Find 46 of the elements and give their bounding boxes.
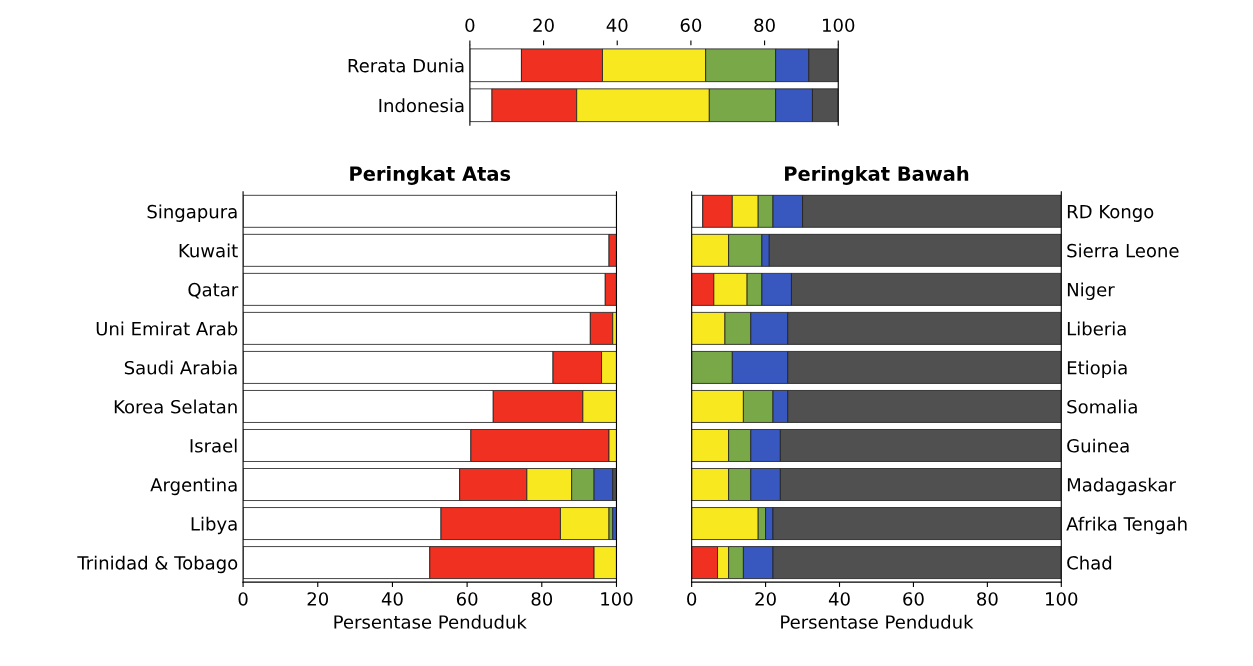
bar	[243, 194, 617, 228]
y-tick-label: Rerata Dunia	[348, 58, 464, 73]
y-tick-label: Somalia	[1067, 399, 1137, 414]
y-tick-label: Chad	[1067, 555, 1112, 570]
x-tick-label: 80	[977, 592, 998, 606]
y-tick-label: Israel	[190, 438, 237, 453]
x-tick-label: 0	[465, 18, 475, 33]
x-tick-label: 80	[531, 592, 553, 606]
y-tick-label: Qatar	[188, 282, 239, 299]
y-tick-label: Indonesia	[379, 98, 464, 113]
x-tick-label: 40	[828, 592, 850, 606]
y-tick-label: Guinea	[1067, 438, 1129, 453]
y-tick-label: Madagaskar	[1067, 477, 1176, 496]
x-axis-title: Persentase Penduduk	[334, 614, 527, 629]
x-tick-label: 20	[755, 592, 776, 606]
chart-title: Peringkat Bawah	[785, 165, 969, 185]
x-tick-label: 100	[601, 592, 633, 606]
y-tick-label: RD Kongo	[1067, 205, 1154, 222]
x-tick-label: 40	[606, 18, 628, 33]
x-tick-label: 20	[533, 18, 554, 33]
y-tick-label: Argentina	[150, 477, 237, 496]
y-tick-label: Liberia	[1067, 321, 1126, 336]
x-tick-label: 100	[1046, 592, 1078, 606]
chart-title: Peringkat Atas	[350, 165, 511, 185]
x-tick-label: 20	[307, 592, 329, 606]
x-tick-label: 100	[823, 18, 855, 33]
x-tick-label: 60	[903, 592, 924, 606]
x-tick-label: 40	[381, 592, 403, 606]
y-tick-label: Sierra Leone	[1067, 243, 1179, 258]
y-tick-label: Afrika Tengah	[1066, 516, 1187, 535]
y-tick-label: Korea Selatan	[114, 399, 237, 414]
y-tick-label: Libya	[191, 516, 237, 535]
y-tick-label: Kuwait	[179, 243, 238, 258]
y-tick-label: Niger	[1067, 282, 1115, 300]
x-tick-label: 0	[238, 592, 248, 606]
x-axis-title: Persentase Penduduk	[781, 614, 974, 629]
x-tick-label: 80	[754, 18, 775, 33]
y-tick-label: Trinidad & Tobago	[77, 555, 238, 574]
y-tick-label: Etiopia	[1067, 360, 1127, 379]
x-tick-label: 60	[456, 592, 478, 606]
x-tick-label: 0	[687, 592, 697, 606]
y-tick-label: Singapura	[147, 204, 237, 222]
y-tick-label: Saudi Arabia	[124, 360, 237, 375]
x-tick-label: 60	[680, 18, 702, 33]
y-tick-label: Uni Emirat Arab	[96, 321, 238, 336]
bar	[612, 507, 617, 540]
